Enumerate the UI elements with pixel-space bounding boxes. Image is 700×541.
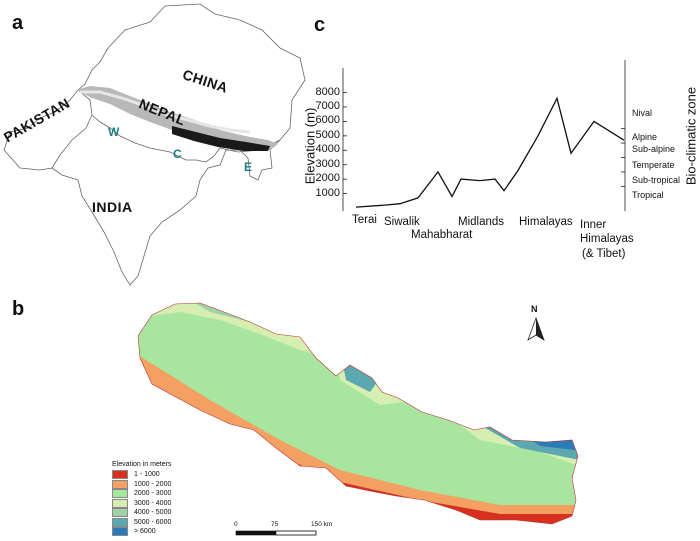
xlabel-inner-himalayas: Himalayas: [580, 233, 634, 245]
legend-swatch: [112, 527, 128, 537]
region-e: E: [244, 160, 253, 174]
y-tick-label: 4000: [315, 143, 340, 156]
india-outline: [51, 139, 281, 286]
y-tick-label: 3000: [315, 157, 340, 170]
india-east: [186, 147, 221, 163]
label-india: INDIA: [92, 199, 133, 215]
zone-label: Alpine: [632, 132, 658, 142]
legend-label: 2000 - 3000: [134, 490, 172, 498]
zone-label: Sub-tropical: [632, 175, 681, 185]
elevation-profile-line: [355, 96, 625, 208]
location-map: [3, 3, 306, 286]
panel-label-a: a: [12, 12, 24, 34]
elevation-legend: Elevation in meters 1 - 1000 1000 - 2000 2…: [112, 461, 172, 537]
scale-150: 150 km: [311, 521, 333, 528]
y-tick-label: 7000: [315, 99, 340, 112]
xlabel-inner: Inner: [580, 219, 607, 231]
nepal-border: [137, 302, 579, 525]
elevation-profile-chart: [342, 60, 626, 211]
legend-label: 3000 - 4000: [134, 499, 172, 507]
legend-swatch: [112, 498, 128, 508]
y-tick-label: 1000: [315, 186, 340, 199]
xlabel-tibet: (& Tibet): [582, 248, 626, 260]
legend-item: > 6000: [112, 527, 172, 537]
legend-swatch: [112, 508, 128, 518]
legend-title: Elevation in meters: [112, 461, 172, 468]
zone-label: Temperate: [632, 160, 675, 170]
relief-light: [80, 90, 251, 134]
legend-item: 4000 - 5000: [112, 508, 172, 518]
pakistan-outline: [3, 89, 93, 171]
panel-label-b: b: [12, 298, 25, 320]
legend-swatch: [112, 470, 128, 480]
region-w: W: [108, 125, 120, 139]
xlabel-terai: Terai: [352, 214, 377, 226]
legend-swatch: [112, 517, 128, 527]
legend-label: 1000 - 2000: [134, 480, 172, 488]
zone-label: Nival: [632, 108, 653, 118]
border-north: [77, 47, 109, 91]
legend-label: 1 - 1000: [134, 471, 160, 479]
scale-0: 0: [234, 521, 238, 528]
legend-item: 3000 - 4000: [112, 498, 172, 509]
elevation-raster: [138, 303, 578, 524]
xlabel-himalayas: Himalayas: [519, 216, 573, 228]
legend-label: > 6000: [134, 528, 156, 536]
legend-item: 1 - 1000: [112, 470, 172, 480]
north-arrow-icon: [527, 316, 545, 341]
y-tick-label: 5000: [315, 128, 340, 141]
legend-item: 2000 - 3000: [112, 489, 172, 499]
legend-label: 5000 - 6000: [134, 518, 172, 526]
legend-label: 4000 - 5000: [134, 509, 172, 517]
y-tick-label: 8000: [315, 85, 340, 98]
region-c: C: [173, 147, 182, 161]
y-tick-label: 2000: [315, 172, 340, 185]
xlabel-siwalik: Siwalik: [384, 216, 420, 228]
scale-bar: [235, 530, 317, 536]
y-tick-label: 6000: [315, 114, 340, 127]
legend-swatch: [112, 479, 128, 489]
legend-item: 1000 - 2000: [112, 479, 172, 490]
nepal-dark: [172, 126, 270, 151]
xlabel-midlands: Midlands: [458, 216, 505, 228]
india-north-border: [91, 114, 187, 161]
scale-75: 75: [271, 521, 279, 528]
zone-label: Tropical: [632, 190, 664, 200]
panel-label-c: c: [314, 14, 326, 36]
zone-label: Sub-alpine: [632, 144, 676, 154]
legend-item: 5000 - 6000: [112, 517, 172, 528]
xlabel-mahabharat: Mahabharat: [411, 229, 473, 241]
legend-swatch: [112, 489, 128, 499]
north-label: N: [531, 304, 538, 314]
